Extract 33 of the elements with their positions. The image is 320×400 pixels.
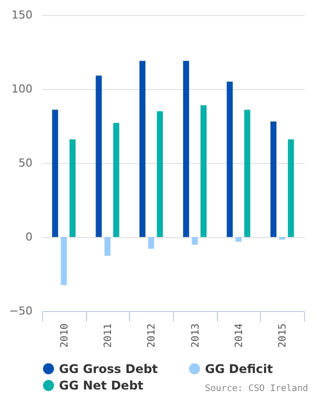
y-tick-label: −50	[9, 304, 32, 318]
bar	[270, 122, 276, 237]
legend-label: GG Net Debt	[59, 378, 144, 392]
bar	[60, 237, 67, 285]
bar	[148, 237, 154, 249]
y-tick-label: 100	[12, 82, 32, 96]
bar	[96, 76, 102, 237]
bar	[200, 105, 207, 237]
bar	[244, 110, 250, 237]
bar	[226, 82, 233, 237]
bar	[183, 60, 190, 237]
bar	[104, 237, 110, 256]
x-tick-label: 2015	[278, 324, 289, 348]
y-tick-label: 150	[12, 8, 32, 22]
x-tick-label: 2012	[146, 324, 158, 348]
bar	[70, 139, 76, 237]
bar	[113, 123, 120, 237]
x-tick-label: 2011	[103, 324, 114, 348]
y-tick-label: 50	[18, 156, 32, 170]
legend-label: GG Gross Debt	[59, 362, 158, 376]
bar	[156, 111, 163, 237]
x-tick-label: 2010	[59, 324, 70, 348]
bar	[236, 237, 242, 242]
bar	[288, 139, 294, 237]
x-tick-label: 2014	[234, 324, 245, 348]
x-tick-label: 2013	[190, 324, 202, 348]
legend-label: GG Deficit	[205, 362, 274, 376]
bar	[192, 237, 198, 245]
bar	[139, 60, 146, 237]
y-tick-label: 0	[26, 230, 32, 244]
source-note: Source: CSO Ireland	[205, 384, 308, 394]
bar	[52, 110, 58, 237]
bar	[279, 237, 286, 240]
